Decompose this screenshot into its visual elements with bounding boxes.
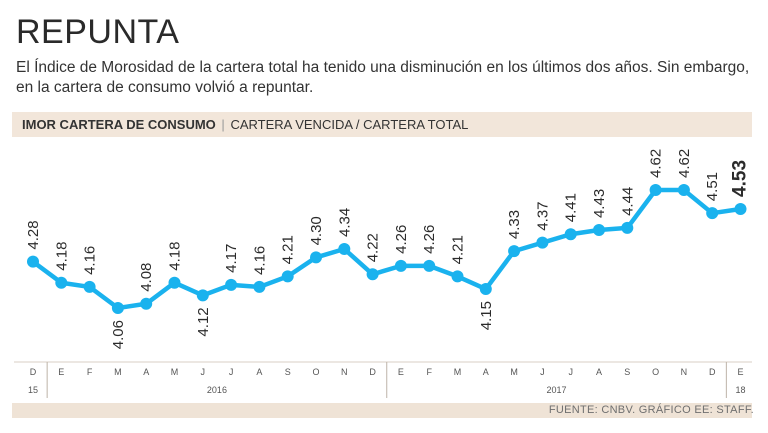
data-point bbox=[55, 276, 68, 289]
source-credit: FUENTE: CNBV. GRÁFICO EE: STAFF. bbox=[548, 404, 754, 416]
data-label: 4.62 bbox=[676, 149, 693, 178]
data-point bbox=[225, 278, 238, 291]
data-label: 4.21 bbox=[450, 235, 467, 264]
x-tick-label: M bbox=[171, 367, 179, 377]
data-point bbox=[83, 280, 96, 293]
data-point bbox=[677, 184, 690, 196]
chart-header-text: IMOR CARTERA DE CONSUMO | CARTERA VENCID… bbox=[22, 117, 468, 132]
data-label: 4.17 bbox=[223, 244, 240, 273]
data-point bbox=[508, 245, 521, 258]
x-tick-label: M bbox=[454, 367, 462, 377]
chart-title: IMOR CARTERA DE CONSUMO bbox=[22, 117, 216, 132]
data-label: 4.18 bbox=[167, 242, 184, 271]
x-tick-label: A bbox=[483, 367, 489, 377]
data-point bbox=[649, 184, 662, 196]
x-tick-label: E bbox=[398, 367, 404, 377]
data-label: 4.30 bbox=[308, 216, 325, 245]
data-point bbox=[451, 270, 464, 283]
data-point bbox=[394, 259, 407, 272]
data-label: 4.28 bbox=[25, 220, 42, 249]
x-tick-label: F bbox=[426, 367, 432, 377]
data-label: 4.06 bbox=[110, 320, 127, 349]
year-label: 2016 bbox=[207, 385, 227, 395]
x-tick-label: E bbox=[58, 367, 64, 377]
data-label: 4.18 bbox=[53, 242, 70, 271]
x-tick-label: D bbox=[30, 367, 37, 377]
data-point bbox=[621, 221, 634, 234]
x-tick-label: J bbox=[201, 367, 206, 377]
x-tick-label: O bbox=[652, 367, 659, 377]
page-subtitle: El Índice de Morosidad de la cartera tot… bbox=[16, 59, 750, 96]
year-label: 15 bbox=[28, 385, 38, 395]
x-tick-label: M bbox=[114, 367, 122, 377]
data-point bbox=[423, 259, 436, 272]
data-label: 4.53 bbox=[730, 160, 751, 197]
data-label: 4.62 bbox=[648, 149, 665, 178]
data-point bbox=[706, 207, 719, 220]
footer-band bbox=[12, 403, 752, 418]
x-tick-label: E bbox=[737, 367, 743, 377]
data-label: 4.08 bbox=[138, 263, 155, 292]
data-point bbox=[593, 224, 605, 237]
x-tick-label: D bbox=[369, 367, 376, 377]
data-point bbox=[253, 280, 266, 293]
x-tick-label: S bbox=[624, 367, 630, 377]
data-point bbox=[168, 276, 181, 289]
data-label: 4.33 bbox=[506, 210, 523, 239]
page-title: REPUNTA bbox=[16, 13, 180, 51]
data-point bbox=[564, 228, 577, 241]
data-label: 4.34 bbox=[336, 208, 353, 237]
x-tick-label: S bbox=[285, 367, 291, 377]
data-point bbox=[27, 255, 39, 268]
data-point bbox=[366, 268, 379, 281]
year-label: 18 bbox=[735, 385, 745, 395]
chart-subtitle: CARTERA VENCIDA / CARTERA TOTAL bbox=[230, 117, 469, 132]
data-label: 4.12 bbox=[195, 307, 212, 336]
chart-title-separator: | bbox=[221, 117, 225, 132]
data-label: 4.16 bbox=[251, 246, 268, 275]
data-label: 4.43 bbox=[591, 189, 608, 218]
x-tick-label: A bbox=[256, 367, 262, 377]
data-point bbox=[196, 289, 209, 302]
data-label: 4.44 bbox=[619, 187, 636, 216]
data-label: 4.26 bbox=[393, 225, 410, 254]
data-label: 4.16 bbox=[82, 246, 99, 275]
x-tick-label: A bbox=[143, 367, 149, 377]
x-tick-label: D bbox=[709, 367, 716, 377]
data-label: 4.26 bbox=[421, 225, 438, 254]
data-point bbox=[536, 236, 549, 249]
year-label: 2017 bbox=[547, 385, 567, 395]
data-point bbox=[111, 302, 124, 314]
x-tick-label: N bbox=[681, 367, 688, 377]
x-tick-label: A bbox=[596, 367, 602, 377]
data-point bbox=[140, 297, 153, 310]
chart-header-band: IMOR CARTERA DE CONSUMO | CARTERA VENCID… bbox=[12, 112, 752, 137]
data-point bbox=[734, 202, 747, 215]
data-label: 4.21 bbox=[280, 235, 297, 264]
data-point bbox=[479, 283, 492, 296]
x-tick-label: F bbox=[87, 367, 93, 377]
data-point bbox=[310, 251, 322, 264]
data-point bbox=[281, 270, 294, 283]
data-label: 4.51 bbox=[704, 172, 721, 201]
data-label: 4.37 bbox=[534, 201, 551, 230]
data-point bbox=[338, 243, 351, 255]
x-tick-label: O bbox=[312, 367, 319, 377]
x-tick-label: J bbox=[540, 367, 545, 377]
x-tick-label: N bbox=[341, 367, 348, 377]
data-label: 4.22 bbox=[365, 233, 382, 262]
data-label: 4.15 bbox=[478, 301, 495, 330]
x-tick-label: M bbox=[510, 367, 518, 377]
data-label: 4.41 bbox=[563, 193, 580, 222]
x-tick-label: J bbox=[229, 367, 234, 377]
x-tick-label: J bbox=[568, 367, 573, 377]
